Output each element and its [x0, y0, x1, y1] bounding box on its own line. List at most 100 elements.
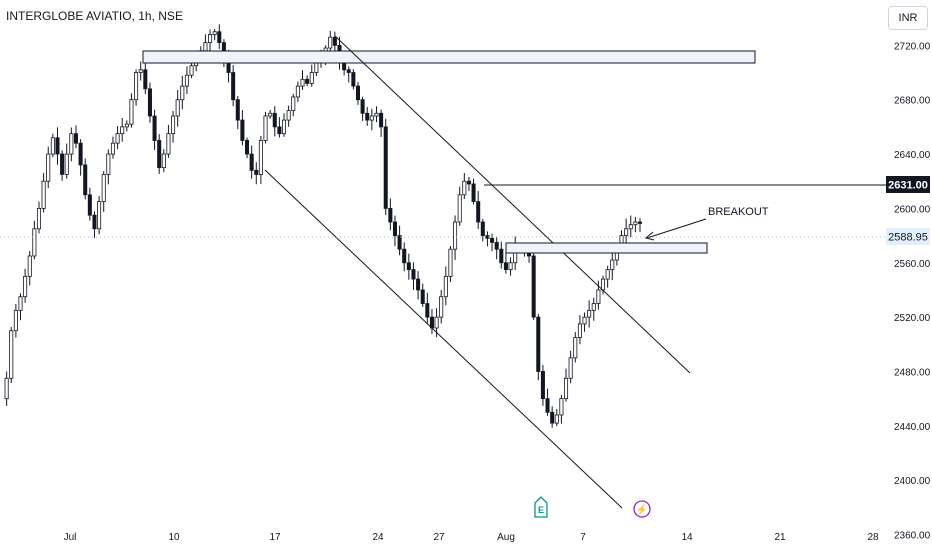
candle-body	[87, 194, 92, 216]
candle-body	[490, 237, 495, 243]
candle-body	[23, 275, 28, 298]
candle-body	[157, 140, 162, 169]
candle-body	[286, 110, 291, 121]
candle-body	[416, 278, 421, 291]
candle-body	[235, 99, 240, 121]
candle-body	[281, 119, 287, 135]
candle-body	[392, 221, 397, 236]
x-tick-label: 10	[168, 532, 180, 543]
candle-body	[189, 65, 194, 76]
candle-body	[577, 323, 582, 338]
candle-body	[466, 180, 471, 185]
x-tick-label: 14	[681, 532, 693, 543]
y-tick-label: 2360.00	[894, 531, 931, 542]
x-tick-label: 24	[372, 532, 384, 543]
candle-body	[480, 221, 485, 236]
candle-body	[355, 85, 361, 101]
candle-body	[591, 303, 596, 311]
candle-body	[120, 126, 125, 135]
candle-body	[573, 337, 578, 359]
candle-body	[564, 377, 569, 400]
candle-body	[471, 183, 476, 203]
candle-body	[587, 309, 592, 318]
candle-body	[559, 398, 564, 416]
candle-body	[27, 255, 32, 277]
y-tick-label: 2440.00	[894, 422, 931, 433]
candle-body	[9, 330, 14, 379]
candle-body	[550, 411, 555, 424]
candle-body	[166, 133, 171, 155]
candle-body	[300, 78, 305, 87]
x-tick-label: Jul	[64, 532, 77, 543]
y-tick-label: 2600.00	[894, 204, 931, 215]
last-price-tag: 2588.95	[886, 228, 930, 245]
candle-body	[328, 36, 333, 49]
candle-body	[536, 316, 541, 372]
candle-body	[383, 126, 388, 209]
currency-button[interactable]: INR	[888, 6, 928, 30]
earnings-marker[interactable]: E	[534, 496, 548, 518]
y-tick-label: 2720.00	[894, 41, 931, 52]
x-tick-label: 7	[580, 532, 586, 543]
candle-body	[351, 72, 356, 87]
last-price-text: 2588.95	[888, 232, 928, 244]
candle-body	[78, 142, 83, 166]
candle-body	[411, 269, 416, 280]
candle-body	[138, 69, 143, 73]
candle-body	[41, 180, 46, 209]
x-tick-label: 27	[433, 532, 445, 543]
candle-body	[69, 133, 74, 155]
candle-body	[217, 31, 222, 44]
y-tick-label: 2480.00	[894, 367, 931, 378]
breakout-label: BREAKOUT	[708, 206, 769, 218]
candles-group	[4, 24, 643, 428]
candle-body	[18, 296, 23, 311]
candle-body	[115, 133, 120, 144]
candle-body	[369, 115, 374, 121]
candle-body	[402, 248, 407, 264]
candle-body	[397, 235, 402, 250]
candle-body	[36, 208, 42, 230]
x-tick-label: 21	[774, 532, 786, 543]
candle-body	[540, 371, 545, 400]
candle-body	[443, 275, 448, 298]
time-axis[interactable]: Jul 10 17 24 27 Aug 7 14 21 28	[64, 532, 879, 543]
candle-body	[124, 123, 129, 128]
y-tick-label: 2640.00	[894, 150, 931, 161]
candle-body	[171, 115, 176, 135]
candle-body	[434, 316, 439, 329]
candle-body	[291, 96, 296, 111]
candle-body	[420, 289, 425, 304]
candle-body	[32, 228, 37, 257]
candle-body	[50, 137, 55, 155]
candle-body	[462, 180, 467, 196]
candle-body	[309, 72, 314, 84]
dividend-marker[interactable]: ⚡	[633, 500, 651, 518]
candle-body	[272, 112, 277, 128]
x-tick-label: 28	[867, 532, 879, 543]
candle-body	[448, 248, 453, 277]
candle-body	[453, 221, 458, 250]
candle-body	[268, 112, 273, 117]
candle-body	[161, 153, 166, 169]
candle-body	[64, 153, 69, 175]
candle-body	[129, 99, 134, 125]
candle-body	[332, 36, 337, 46]
candle-body	[97, 201, 102, 230]
candle-body	[610, 259, 615, 270]
price-axis[interactable]: 2720.00 2680.00 2640.00 2600.00 2560.00 2520.…	[894, 41, 931, 541]
candle-body	[245, 140, 250, 155]
resistance-zone-top	[142, 50, 756, 64]
candle-body	[596, 289, 601, 304]
breakout-arrow-line	[646, 218, 707, 239]
symbol-title: INTERGLOBE AVIATIO, 1h, NSE	[6, 9, 183, 23]
candle-body	[346, 69, 351, 73]
candle-body	[60, 153, 65, 175]
candle-body	[554, 414, 559, 424]
candle-body	[258, 140, 263, 175]
candle-body	[110, 142, 115, 155]
candle-body	[531, 255, 536, 318]
candle-body	[208, 34, 213, 44]
